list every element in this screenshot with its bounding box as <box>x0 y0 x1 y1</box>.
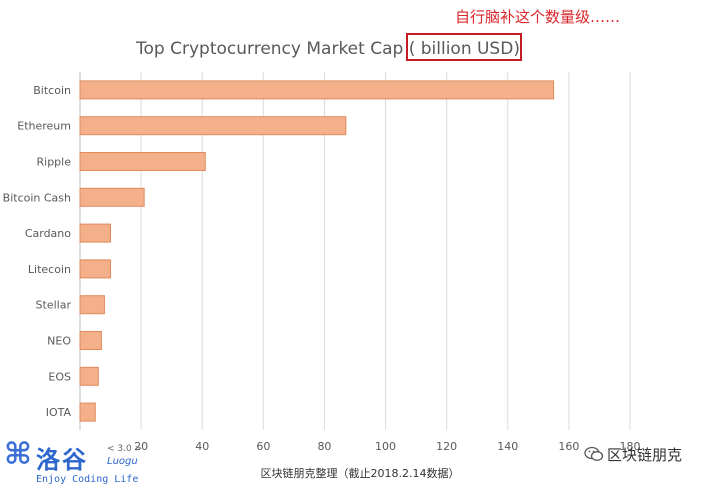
bar-ripple <box>79 152 206 171</box>
bar-neo <box>79 331 102 350</box>
luogu-sub: Luogu <box>107 456 138 467</box>
chart-title: Top Cryptocurrency Market Cap ( billion … <box>135 39 520 59</box>
bar-stellar <box>79 295 105 315</box>
x-tick-label: 140 <box>497 440 518 453</box>
wechat-icon <box>584 446 604 461</box>
chart-category-labels: Bitcoin Ethereum Ripple Bitcoin Cash Cardano… <box>3 84 72 419</box>
x-tick-label: 120 <box>436 440 457 453</box>
annotation-text: 自行脑补这个数量级…… <box>455 8 621 26</box>
bar-litecoin <box>79 259 112 279</box>
chart-x-tick-labels: 20 40 60 80 100 120 140 160 180 <box>134 440 640 453</box>
x-tick-label: 80 <box>317 440 331 453</box>
x-tick-label: 20 <box>134 440 148 453</box>
luogu-version: < 3.0 > <box>107 444 143 454</box>
bar-ethereum <box>79 116 347 136</box>
category-label: Bitcoin Cash <box>3 191 71 204</box>
x-tick-label: 60 <box>256 440 270 453</box>
x-tick-label: 160 <box>558 440 579 453</box>
category-label: Stellar <box>36 299 72 312</box>
bar-iota <box>79 402 96 422</box>
luogu-tagline: Enjoy Coding Life <box>36 474 139 485</box>
x-tick-label: 100 <box>375 440 396 453</box>
chart-bars <box>79 80 555 422</box>
annotation-highlight-box <box>406 33 522 61</box>
category-label: Ripple <box>37 156 72 169</box>
category-label: Ethereum <box>17 120 71 133</box>
bar-eos <box>79 366 99 386</box>
x-tick-label: 180 <box>620 440 641 453</box>
bar-cardano <box>79 223 112 243</box>
wechat-account: 区块链朋克 <box>607 446 683 464</box>
luogu-logo-icon: ⌘ <box>4 437 32 472</box>
wechat-watermark: 区块链朋克 <box>584 444 682 465</box>
bar-bitcoin <box>79 80 555 100</box>
x-tick-label: 40 <box>195 440 209 453</box>
chart-gridlines <box>79 72 631 430</box>
category-label: EOS <box>48 370 71 383</box>
source-note: 区块链朋克整理（截止2018.2.14数据） <box>260 467 460 480</box>
luogu-name: 洛谷 <box>36 446 88 474</box>
category-label: NEO <box>47 335 71 348</box>
bar-bitcoin-cash <box>79 187 145 207</box>
category-label: Cardano <box>25 227 71 240</box>
category-label: Litecoin <box>28 263 71 276</box>
category-label: Bitcoin <box>33 84 71 97</box>
category-label: IOTA <box>46 406 72 419</box>
